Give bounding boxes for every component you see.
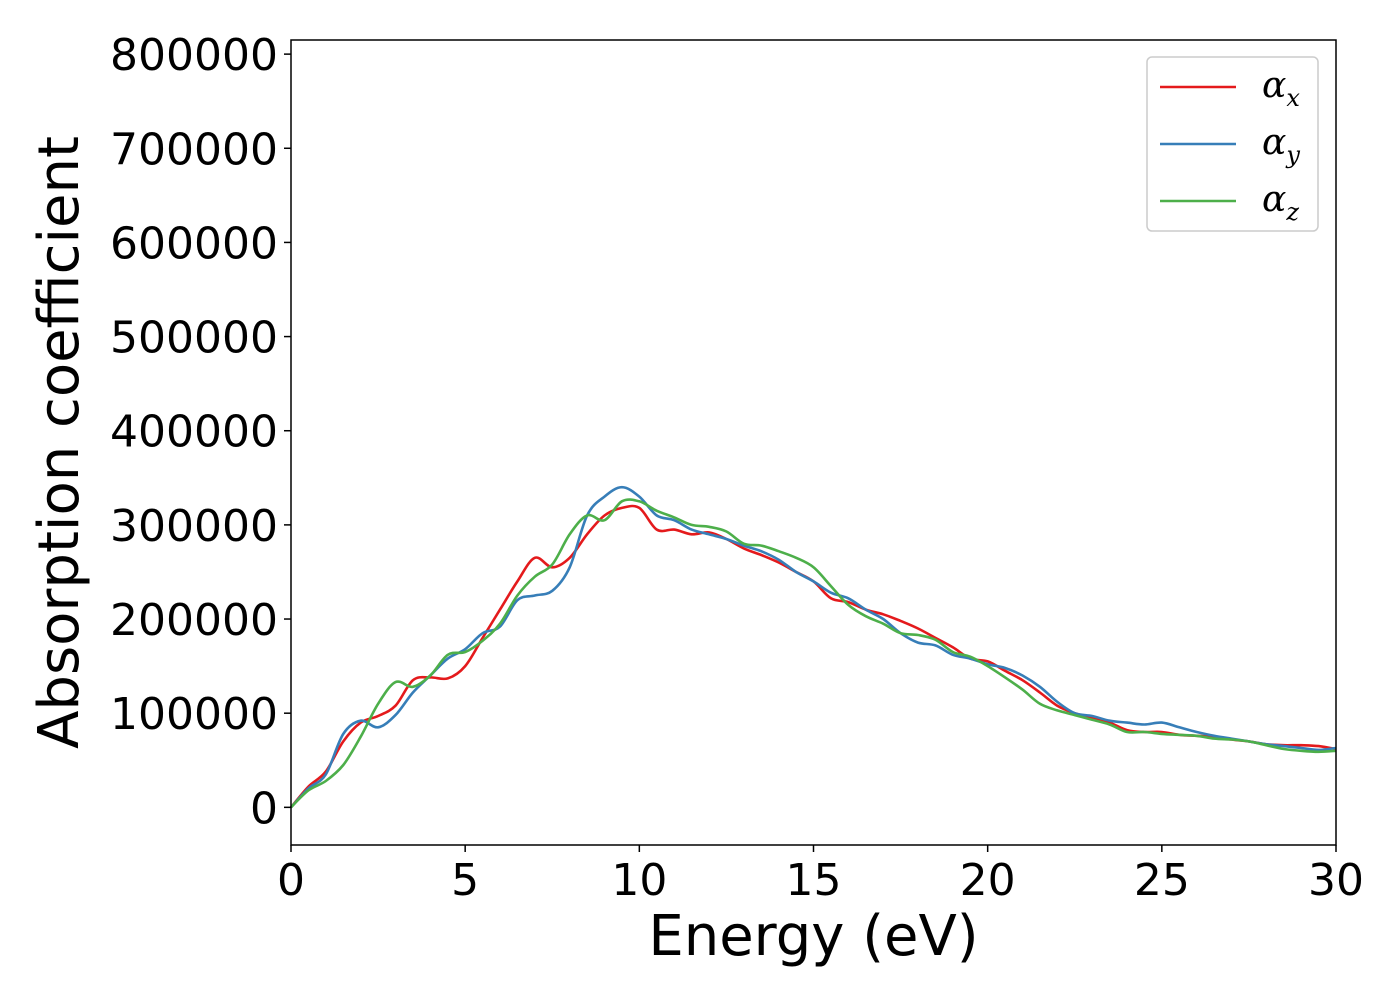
- y-tick-label: 0: [250, 783, 278, 834]
- y-tick-label: 800000: [110, 30, 278, 81]
- series-line-y: [290, 485, 1337, 809]
- y-axis-title: Absorption coefficient: [27, 136, 92, 749]
- y-axis: 0 100000 200000 300000 400000 500000 600000 700…: [110, 30, 291, 834]
- y-tick-label: 400000: [110, 407, 278, 458]
- series-line-x: [290, 504, 1337, 809]
- x-tick-label: 5: [451, 855, 479, 906]
- x-tick-label: 30: [1308, 855, 1364, 906]
- x-tick-label: 0: [277, 855, 305, 906]
- x-tick-label: 25: [1134, 855, 1190, 906]
- series-line-z: [290, 498, 1337, 809]
- plot-lines: [290, 485, 1337, 809]
- y-tick-label: 500000: [110, 313, 278, 364]
- y-tick-label: 100000: [110, 689, 278, 740]
- x-axis: 0 5 10 15 20 25 30: [277, 845, 1364, 906]
- x-tick-label: 20: [960, 855, 1016, 906]
- x-tick-label: 15: [786, 855, 842, 906]
- y-tick-label: 200000: [110, 595, 278, 646]
- y-tick-label: 300000: [110, 501, 278, 552]
- y-tick-label: 600000: [110, 218, 278, 269]
- x-axis-title: Energy (eV): [648, 904, 978, 969]
- x-tick-label: 10: [611, 855, 667, 906]
- y-tick-label: 700000: [110, 124, 278, 175]
